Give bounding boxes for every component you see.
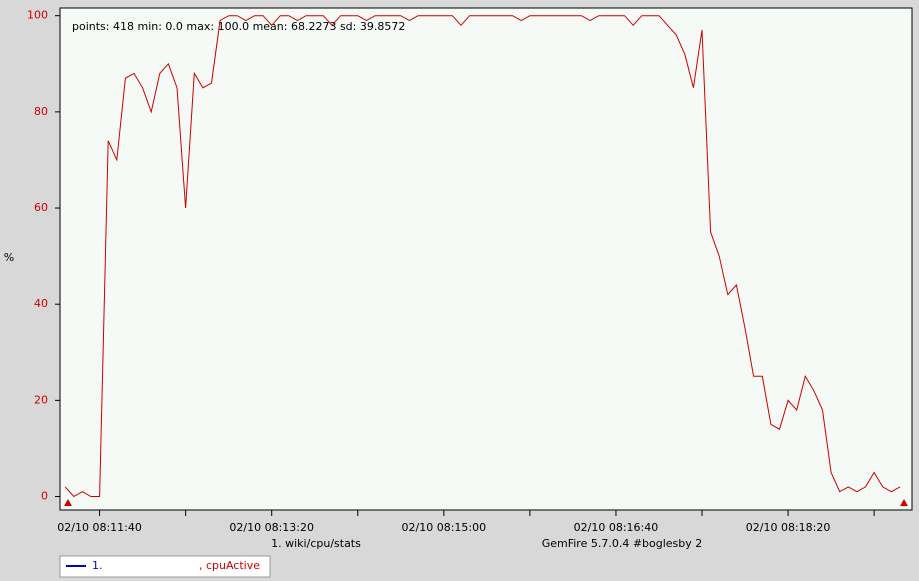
y-tick-label: 0 xyxy=(41,490,48,503)
stats: points: 418 min: 0.0 max: 100.0 mean: 68… xyxy=(72,20,405,33)
legend xyxy=(59,555,271,578)
x-axis-label: 1. wiki/cpu/stats xyxy=(271,537,361,550)
x-axis-label-right: GemFire 5.7.0.4 #boglesby 2 xyxy=(542,537,703,550)
x-tick-label: 02/10 08:18:20 xyxy=(746,521,831,534)
data-line xyxy=(64,15,901,498)
x-tick-label: 02/10 08:16:40 xyxy=(574,521,659,534)
y-tick-label: 60 xyxy=(34,201,48,214)
y-tick-label: 80 xyxy=(34,105,48,118)
start-marker xyxy=(64,499,72,506)
x-tick-label: 02/10 08:15:00 xyxy=(402,521,487,534)
y-axis-label: % xyxy=(4,251,14,264)
legend-label: , cpuActive xyxy=(199,559,260,572)
x-tick-label: 02/10 08:13:20 xyxy=(229,521,314,534)
legend-number: 1. xyxy=(92,559,103,572)
y-tick-label: 40 xyxy=(34,297,48,310)
y-tick-label: 20 xyxy=(34,393,48,406)
y-tick-label: 100 xyxy=(27,9,48,22)
x-tick-label: 02/10 08:11:40 xyxy=(57,521,142,534)
plot-area xyxy=(59,7,913,511)
end-marker xyxy=(900,499,908,506)
